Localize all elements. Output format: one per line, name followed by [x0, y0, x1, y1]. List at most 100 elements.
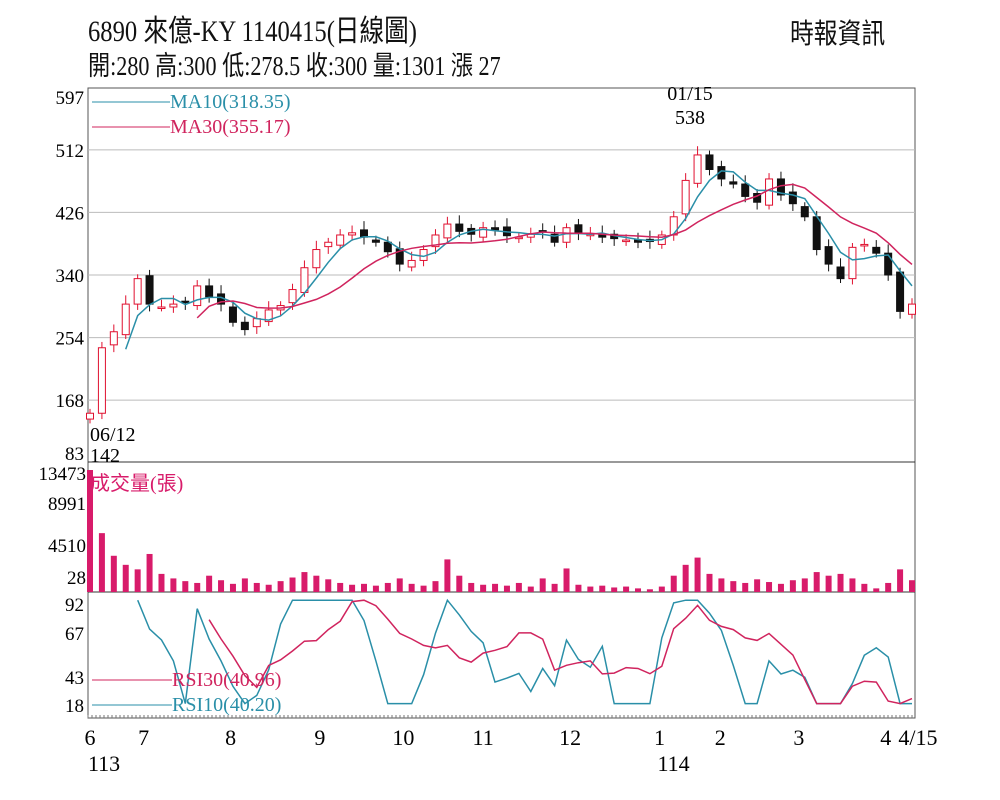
volume-bar	[349, 584, 356, 592]
volume-bar	[194, 582, 201, 592]
rsi-tick-label: 92	[65, 595, 84, 616]
price-tick-label: 254	[56, 329, 85, 350]
candle-body	[455, 223, 464, 232]
volume-bar	[658, 586, 665, 592]
candle-body	[324, 241, 333, 248]
rsi10-legend: RSI10(40.20)	[172, 694, 281, 716]
volume-bar	[122, 564, 129, 592]
candle-body	[121, 303, 130, 336]
candle-body	[383, 241, 392, 253]
volume-bar	[420, 585, 427, 592]
volume-label: 成交量(張)	[90, 472, 183, 495]
candle-body	[788, 191, 797, 205]
candle-body	[86, 412, 94, 420]
volume-bar	[849, 578, 856, 592]
volume-bar	[492, 583, 499, 592]
candle-body	[240, 321, 249, 331]
volume-bar	[789, 580, 796, 592]
volume-bar	[766, 582, 773, 592]
x-tick-label: 10	[392, 725, 414, 750]
volume-bar	[408, 583, 415, 592]
volume-bar	[146, 553, 153, 592]
volume-bar	[873, 588, 880, 592]
volume-bar	[706, 573, 713, 592]
volume-bar	[718, 578, 725, 592]
year-label: 114	[657, 751, 689, 776]
volume-bar	[289, 577, 296, 592]
x-tick-label: 3	[793, 725, 804, 750]
volume-bar	[372, 585, 379, 592]
x-tick-label: 6	[85, 725, 96, 750]
volume-bar	[384, 582, 391, 592]
volume-bar	[444, 559, 451, 592]
candle-body	[800, 206, 809, 218]
candle-body	[908, 303, 916, 315]
x-tick-label: 9	[314, 725, 325, 750]
rsi-tick-label: 18	[65, 696, 84, 717]
rsi-tick-label: 43	[65, 668, 84, 689]
volume-bar	[206, 575, 213, 592]
x-tick-label: 4/15	[898, 725, 937, 750]
volume-bar	[611, 587, 618, 592]
volume-bar	[229, 583, 236, 592]
price-tick-label: 83	[65, 444, 84, 465]
x-tick-label: 11	[473, 725, 494, 750]
candle-body	[669, 216, 678, 236]
candle-body	[479, 227, 488, 238]
x-tick-label: 8	[225, 725, 236, 750]
volume-bar	[885, 582, 892, 592]
candle-body	[109, 331, 118, 346]
volume-bar	[730, 581, 737, 592]
source-brand: 時報資訊	[790, 19, 886, 50]
volume-bar	[87, 470, 93, 592]
volume-bar	[170, 578, 177, 592]
candle-body	[348, 232, 357, 236]
volume-bar	[682, 564, 689, 592]
rsi30-line	[208, 599, 913, 705]
candle-body	[848, 246, 857, 280]
volume-bar	[777, 583, 784, 592]
volume-bar	[646, 589, 653, 592]
volume-bar	[587, 586, 594, 592]
volume-bar	[539, 578, 546, 592]
volume-bar	[301, 572, 308, 592]
volume-bar	[98, 533, 105, 592]
volume-bar	[623, 586, 630, 592]
volume-bar	[897, 569, 904, 592]
low-date-annotation: 06/12	[90, 424, 136, 446]
volume-bar	[253, 582, 260, 592]
candle-body	[824, 246, 833, 265]
candle-body	[300, 267, 309, 293]
candle-body	[133, 278, 142, 305]
x-tick-label: 7	[138, 725, 149, 750]
candle-body	[550, 233, 559, 243]
volume-bar	[575, 584, 582, 592]
volume-bar	[837, 573, 844, 592]
candle-body	[252, 318, 261, 328]
price-tick-label: 340	[56, 266, 85, 287]
candle-body	[157, 306, 166, 310]
volume-bar	[635, 588, 641, 592]
candle-body	[193, 285, 202, 307]
candle-body	[431, 234, 440, 248]
volume-bar	[503, 585, 510, 592]
volume-bar	[754, 579, 761, 592]
chart-frame	[87, 87, 916, 719]
candle-body	[705, 154, 714, 170]
volume-bar	[182, 581, 189, 592]
candle-body	[574, 224, 583, 234]
low-value-annotation: 142	[90, 445, 120, 467]
candle-body	[729, 181, 738, 185]
x-tick-label: 4	[880, 725, 891, 750]
volume-bar	[337, 582, 344, 592]
candle-body	[443, 223, 452, 239]
volume-bar	[396, 578, 403, 592]
volume-bar	[670, 575, 677, 592]
price-tick-label: 512	[56, 141, 85, 162]
volume-bar	[158, 573, 165, 592]
candle-body	[169, 303, 178, 308]
volume-bar	[325, 579, 332, 592]
rsi10-line	[137, 598, 912, 705]
ma30-legend: MA30(355.17)	[170, 116, 291, 138]
